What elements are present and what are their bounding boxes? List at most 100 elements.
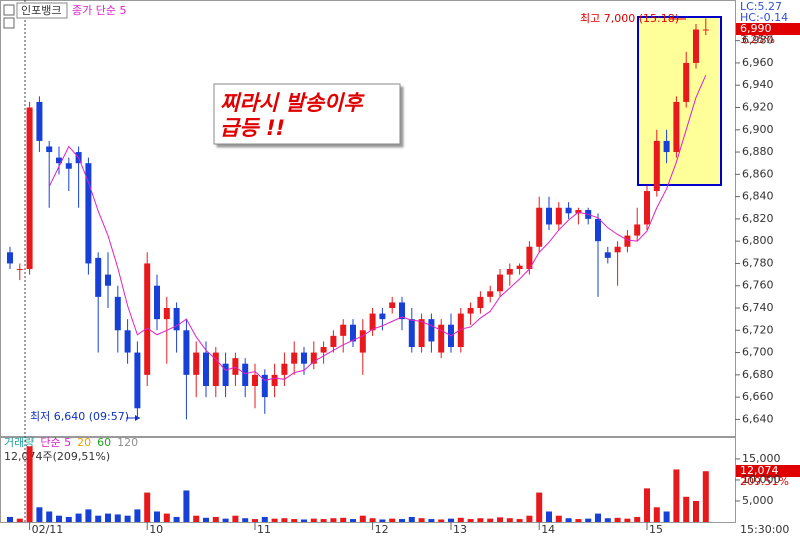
candle-body <box>7 252 13 264</box>
legend-entry: 120 <box>117 436 138 449</box>
volume-bar <box>614 517 621 522</box>
candle-body <box>457 313 464 347</box>
volume-bar <box>134 509 141 522</box>
volume-bar <box>624 518 631 522</box>
volume-bar <box>585 518 592 522</box>
volume-bar <box>350 519 356 522</box>
volume-bar <box>340 517 347 522</box>
volume-bar <box>575 519 582 522</box>
volume-bar <box>359 515 366 522</box>
volume-bar <box>183 490 190 522</box>
x-tick-label: 15 <box>649 523 663 536</box>
y-tick-label: 6,880 <box>742 145 774 158</box>
volume-bar <box>497 517 503 522</box>
indicator-label: 종가 단순 5 <box>72 4 126 17</box>
candle-body <box>565 207 572 214</box>
annotation-line: 급등 !! <box>220 116 285 140</box>
candle-body <box>673 101 680 153</box>
legend-entry: 거래량 <box>4 436 34 449</box>
candle-body <box>418 319 425 347</box>
volume-bar <box>487 518 494 522</box>
candle-body <box>595 218 601 242</box>
candle-body <box>399 302 405 320</box>
volume-bar <box>379 519 386 522</box>
candle-body <box>114 296 121 331</box>
candle-body <box>634 224 641 236</box>
last-price: 6,990 <box>740 22 772 35</box>
volume-bar <box>16 518 23 522</box>
volume-bar <box>693 500 699 522</box>
candle-body <box>604 252 611 258</box>
candle-body <box>330 335 337 347</box>
candle-body <box>350 324 356 342</box>
volume-bar <box>653 507 660 522</box>
candle-body <box>310 352 317 364</box>
x-tick-label: 02/11 <box>32 523 64 536</box>
candle-body <box>516 265 523 270</box>
volume-bar <box>634 516 641 522</box>
stock-box[interactable] <box>16 2 68 19</box>
candle-body <box>281 363 288 375</box>
volume-current: 12,074주(209,51%) <box>4 450 110 463</box>
volume-bar <box>644 488 650 522</box>
volume-bar <box>36 507 43 522</box>
volume-bar <box>369 518 376 522</box>
candle-body <box>46 146 53 153</box>
volume-bar <box>85 509 92 522</box>
y-tick-label: 5,000 <box>742 494 774 507</box>
candle-body <box>124 330 131 353</box>
volume-bar <box>565 518 572 522</box>
y-tick-label: 6,720 <box>742 323 774 336</box>
legend-entry: 단순 5 <box>40 436 71 449</box>
stock-name: 인포뱅크 <box>21 4 61 17</box>
candle-body <box>340 324 347 336</box>
volume-bar <box>271 518 278 522</box>
low-label: 최저 6,640 (09:57) <box>30 410 129 423</box>
volume-bar <box>310 518 317 522</box>
volume-bar <box>389 518 396 522</box>
y-tick-label: 6,800 <box>742 234 774 247</box>
candle-body <box>408 319 415 347</box>
volume-bar <box>65 516 72 522</box>
price-tag <box>736 23 800 35</box>
highlight-box <box>637 16 722 186</box>
volume-bar <box>595 513 601 522</box>
volume-bar <box>428 519 435 522</box>
x-tick-label: 10 <box>149 523 163 536</box>
candle-body <box>26 107 33 270</box>
volume-bar <box>124 515 131 522</box>
candle-body <box>212 352 219 386</box>
grid-icon[interactable] <box>3 17 15 29</box>
candle-body <box>379 313 386 320</box>
candle-body <box>683 62 690 102</box>
candle-body <box>575 209 582 214</box>
candle-body <box>624 235 631 247</box>
menu-icon[interactable] <box>3 4 15 16</box>
candle-body <box>369 313 376 331</box>
ratio-tag: 209.51% <box>740 475 789 488</box>
candle-body <box>477 296 484 309</box>
candle-body <box>614 246 621 253</box>
volume-bar <box>193 515 200 522</box>
volume-bar <box>673 469 680 522</box>
volume-bar <box>702 471 709 522</box>
lc-label: LC:5.27 <box>740 0 782 13</box>
candle-body <box>555 207 562 225</box>
volume-bar <box>154 511 160 522</box>
volume-bar <box>438 519 445 522</box>
y-tick-label: 6,660 <box>742 390 774 403</box>
volume-bar <box>212 516 219 522</box>
x-tick-label: 14 <box>541 523 555 536</box>
hc-label: HC:-0.14 <box>740 11 788 24</box>
candle-body <box>222 363 229 386</box>
candle-body <box>359 330 366 353</box>
candle-body <box>193 352 200 375</box>
volume-tag-box <box>736 465 800 477</box>
volume-bar <box>105 513 111 522</box>
candle-body <box>232 358 239 375</box>
candle-body <box>203 352 209 386</box>
y-tick-label: 10,000 <box>742 473 781 486</box>
volume-bar <box>173 516 180 522</box>
volume-bar <box>604 518 611 522</box>
